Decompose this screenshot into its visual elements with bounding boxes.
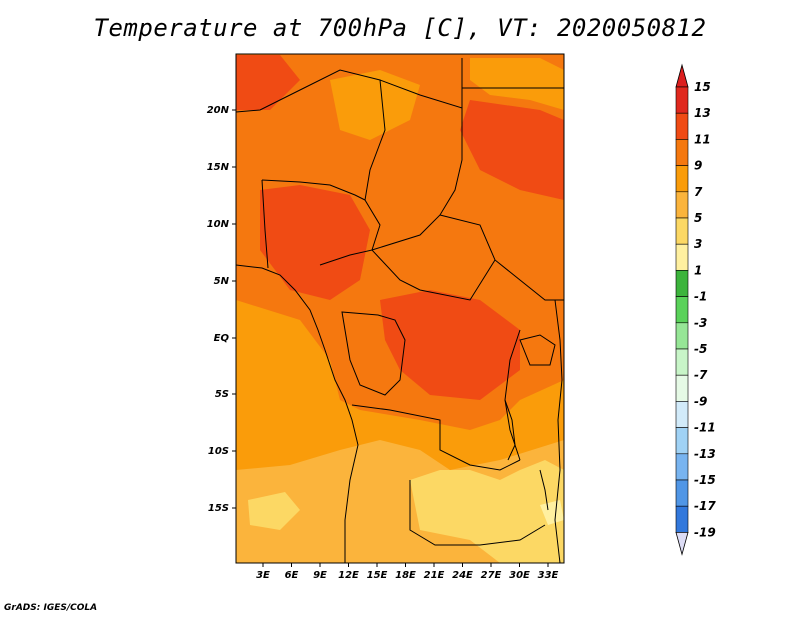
colorbar-label: -13 [694,447,716,461]
colorbar-box [675,112,689,140]
colorbar-labels: 15 13 11 9 7 5 3 1 -1 -3 -5 -7 -9 -11 -13 -15 -17 -19 [694,80,716,539]
x-tick-label: 33E [538,570,559,581]
border-east-coast [554,299,563,563]
border-zambia [409,480,546,546]
x-tick-label: 15E [367,570,388,581]
colorbar-box [675,217,689,245]
y-axis: 20N 15N 10N 5N EQ 5S 10S 15S [207,105,236,514]
colorbar-box [675,139,689,166]
y-tick-label: 5S [215,389,229,400]
colorbar-label: 11 [694,132,711,146]
colorbar-label: -11 [694,421,716,435]
y-tick-label: EQ [214,333,230,344]
colorbar-label: 13 [694,106,711,120]
y-tick-label: 10S [208,446,229,457]
colorbar-label: -5 [694,342,707,356]
colorbar-top-arrow [675,63,689,88]
colorbar-label: 15 [694,80,711,94]
colorbar-box [675,401,689,428]
x-axis: 3E 6E 9E 12E 15E 18E 21E 24E 27E 30E 33E [256,563,559,581]
border-congo [341,311,406,396]
colorbar-label: 3 [694,237,702,251]
colorbar-box [675,191,689,219]
border-congo-north [319,249,496,301]
colorbar-box [675,322,689,350]
x-tick-label: 6E [285,570,299,581]
x-tick-label: 12E [338,570,359,581]
colorbar-label: 7 [694,185,703,199]
y-tick-label: 15S [208,503,229,514]
y-tick-label: 10N [207,219,230,230]
colorbar-box [675,427,689,455]
border-lake-tanganyika [504,399,516,461]
border-car [371,108,463,251]
colorbar-label: -7 [694,368,708,382]
y-tick-label: 5N [214,276,230,287]
x-tick-label: 3E [256,570,270,581]
colorbar-boxes [675,63,689,556]
border-lake-victoria [519,334,556,366]
x-tick-label: 18E [395,570,416,581]
colorbar-label: 9 [694,159,702,173]
colorbar-bottom-arrow [675,532,689,556]
colorbar-box [675,86,689,114]
x-tick-label: 30E [509,570,530,581]
colorbar-box [675,453,689,481]
colorbar-box [675,348,689,376]
grads-credit: GrADS: IGES/COLA [4,603,98,613]
field-northeast-13 [460,100,564,200]
colorbar-label: 1 [694,263,702,277]
y-tick-label: 15N [207,162,230,173]
colorbar-label: -15 [694,473,716,487]
border-north [236,58,463,113]
field-core-13 [260,185,370,300]
colorbar-label: 5 [694,211,702,225]
border-chad [364,79,386,251]
field-patch-3 [540,500,564,525]
x-tick-label: 27E [481,570,502,581]
borders [236,58,564,563]
colorbar-box [675,296,689,324]
x-tick-label: 9E [313,570,327,581]
map-frame [235,53,565,564]
x-tick-label: 24E [452,570,473,581]
colorbar-box [675,374,689,402]
border-lake-malawi [539,469,549,511]
field-central-13 [380,290,520,400]
colorbar-label: -19 [694,525,716,539]
border-nigeria-west [261,179,269,269]
field-northwest-13 [236,55,300,110]
colorbar-label: -1 [694,290,707,304]
y-tick-label: 20N [207,105,230,116]
field-east-9 [470,58,564,110]
border-coast-west [236,264,359,563]
colorbar-box [675,243,689,271]
colorbar-box [675,479,689,507]
colorbar-box [675,270,689,297]
field-north-9 [330,70,420,140]
x-tick-label: 21E [424,570,445,581]
colorbar-label: -9 [694,394,707,408]
colorbar-label: -3 [694,316,707,330]
border-drc-south [351,404,521,471]
border-nigeria [261,179,366,201]
colorbar-box [675,165,689,193]
chart-title: Temperature at 700hPa [C], VT: 202005081… [93,14,707,42]
colorbar-label: -17 [694,499,716,513]
border-sudan [439,214,564,301]
colorbar-box [675,505,689,533]
field-patch-5 [248,492,300,530]
